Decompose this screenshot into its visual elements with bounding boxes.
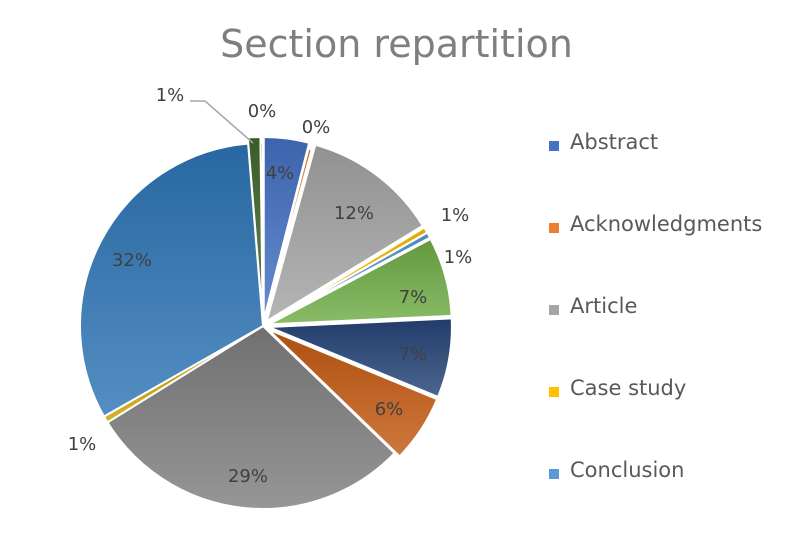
pie-slice: [262, 136, 311, 321]
slice-label: 1%: [441, 205, 470, 226]
legend-label: Conclusion: [570, 458, 685, 482]
slice-label: 0%: [248, 101, 277, 122]
slice-label: 7%: [399, 344, 428, 365]
pie-slice: [264, 143, 425, 324]
pie-slice: [267, 328, 439, 458]
legend-label: Acknowledgments: [570, 212, 763, 236]
pie-slice: [106, 324, 397, 510]
slice-label: 29%: [228, 466, 268, 487]
legend-swatch: [549, 223, 559, 233]
legend-swatch: [549, 141, 559, 151]
legend-swatch: [549, 469, 559, 479]
pie-slice: [79, 142, 265, 418]
legend-label: Case study: [570, 376, 687, 400]
chart-title: Section repartition: [220, 22, 573, 66]
slice-label: 0%: [302, 117, 331, 138]
leader-line: [190, 100, 254, 144]
pie-slice: [259, 141, 264, 327]
pie-slice: [268, 237, 453, 326]
legend-swatch: [549, 387, 559, 397]
slice-label: 12%: [334, 203, 374, 224]
pie-slice: [268, 317, 453, 399]
pie-slice: [267, 231, 432, 324]
pie-slice: [262, 147, 313, 327]
slice-label: 4%: [266, 163, 295, 184]
slice-label: 32%: [112, 250, 152, 271]
slice-label: 1%: [444, 247, 473, 268]
legend-label: Abstract: [570, 130, 659, 154]
slice-label: 7%: [399, 287, 428, 308]
legend-swatch: [549, 305, 559, 315]
slice-label: 1%: [68, 434, 97, 455]
legend-label: Article: [570, 294, 638, 318]
slice-label: 1%: [156, 85, 185, 106]
slice-label: 6%: [375, 399, 404, 420]
